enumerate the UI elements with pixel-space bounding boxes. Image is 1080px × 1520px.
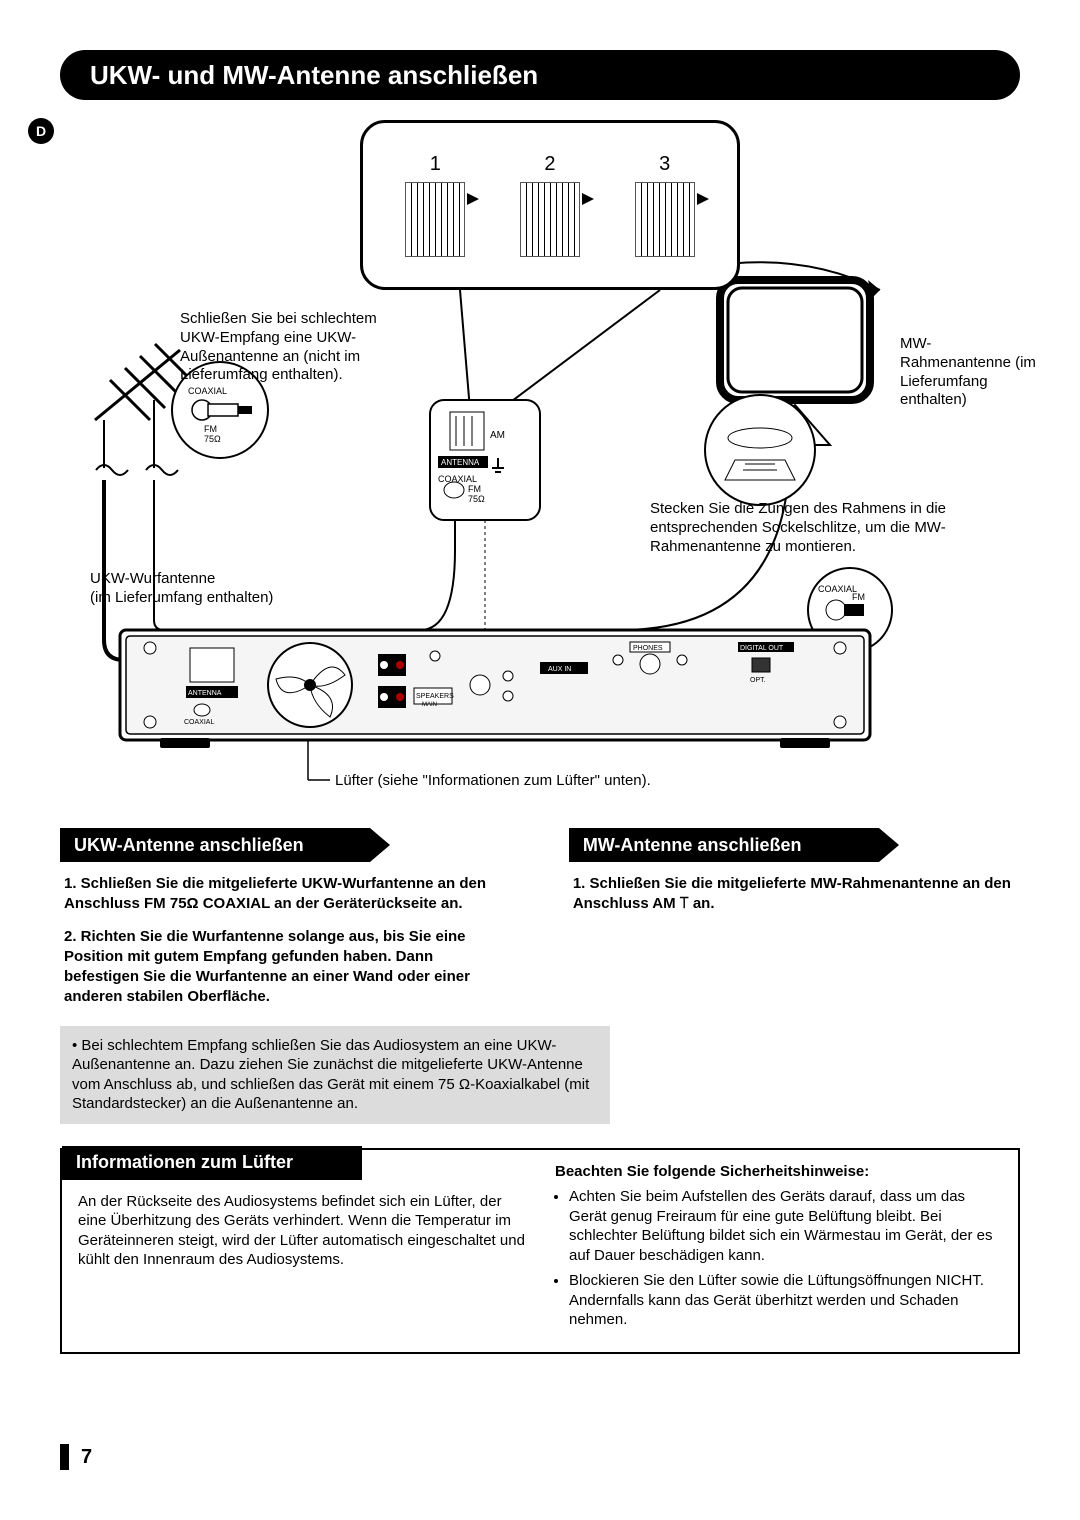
terminal-icon [635,182,695,257]
ukw-note-box: • Bei schlechtem Empfang schließen Sie d… [60,1026,610,1124]
svg-text:COAXIAL: COAXIAL [184,719,214,726]
svg-text:FM: FM [468,484,481,494]
ukw-heading: UKW-Antenne anschließen [60,828,370,862]
fan-text-right: Beachten Sie folgende Sicherheitshinweis… [555,1192,1002,1336]
label-ukw-whip: UKW-Wurfantenne (im Lieferumfang enthalt… [90,570,320,608]
fan-right-heading: Beachten Sie folgende Sicherheitshinweis… [555,1162,1002,1182]
svg-text:FM: FM [852,592,865,602]
fan-text-left: An der Rückseite des Audiosystems befind… [78,1192,525,1336]
connection-diagram: COAXIAL FM 75Ω AM ANTENNA COAXIAL [60,120,1020,800]
svg-text:COAXIAL: COAXIAL [438,474,477,484]
svg-text:75Ω: 75Ω [468,494,485,504]
page-number: 7 [60,1444,92,1470]
svg-text:ANTENNA: ANTENNA [188,690,222,697]
label-mw-loop: MW-Rahmenantenne (im Lieferumfang enthal… [900,335,1040,410]
ukw-section: UKW-Antenne anschließen 1. Schließen Sie… [60,828,511,1124]
mw-section: MW-Antenne anschließen 1. Schließen Sie … [569,828,1020,1124]
svg-text:ANTENNA: ANTENNA [441,458,480,467]
page-title: UKW- und MW-Antenne anschließen [90,60,538,91]
terminal-icon [520,182,580,257]
fan-bullet-2: Blockieren Sie den Lüfter sowie die Lüft… [569,1271,1002,1330]
svg-text:DIGITAL OUT: DIGITAL OUT [740,645,784,652]
step-1-num: 1 [405,153,465,176]
step-1: 1 [405,153,465,257]
svg-text:OPT.: OPT. [750,677,766,684]
label-fan-note: Lüfter (siehe "Informationen zum Lüfter"… [335,772,651,791]
step-2: 2 [520,153,580,257]
step-3: 3 [635,153,695,257]
language-tab: D [28,118,54,144]
step-bubble: 1 2 3 [360,120,740,290]
fan-info-box: Informationen zum Lüfter An der Rückseit… [60,1148,1020,1354]
step-2-num: 2 [520,153,580,176]
svg-text:FM: FM [204,424,217,434]
fan-heading: Informationen zum Lüfter [62,1146,362,1180]
ukw-step-2: 2. Richten Sie die Wurfantenne solange a… [60,927,511,1008]
svg-text:AM: AM [490,430,505,441]
svg-text:COAXIAL: COAXIAL [188,386,227,396]
svg-text:PHONES: PHONES [633,645,663,652]
step-3-num: 3 [635,153,695,176]
label-tongues: Stecken Sie die Zungen des Rahmens in di… [650,500,970,556]
svg-text:75Ω: 75Ω [204,434,221,444]
fan-bullet-1: Achten Sie beim Aufstellen des Geräts da… [569,1187,1002,1265]
page-title-bar: UKW- und MW-Antenne anschließen [60,50,1020,100]
ukw-step-1: 1. Schließen Sie die mitgelieferte UKW-W… [60,874,511,915]
label-bad-reception: Schließen Sie bei schlechtem UKW-Empfang… [180,310,380,385]
mw-heading: MW-Antenne anschließen [569,828,879,862]
terminal-icon [405,182,465,257]
mw-step-1: 1. Schließen Sie die mitgelieferte MW-Ra… [569,874,1020,915]
svg-text:SPEAKERS: SPEAKERS [416,693,454,700]
svg-text:MAIN: MAIN [422,702,437,708]
svg-text:AUX IN: AUX IN [548,666,571,673]
